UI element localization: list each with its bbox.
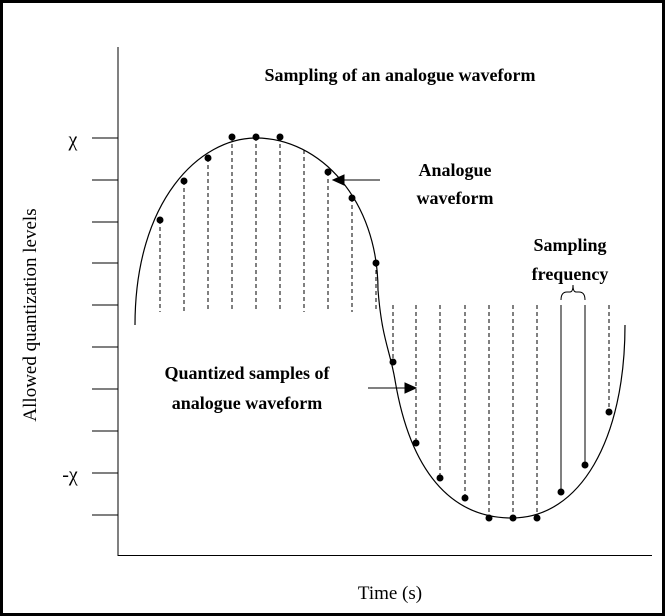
title: Sampling of an analogue waveform [264, 65, 535, 85]
samples [156, 133, 613, 522]
sample-dot [461, 494, 469, 502]
sample-dot [412, 439, 420, 447]
waveform [134, 137, 626, 519]
y-tick-label: χ [68, 129, 78, 151]
sample-dot [324, 168, 332, 176]
annotation: waveform [417, 188, 494, 208]
sample-dot [204, 154, 212, 162]
sample-dot [557, 488, 565, 496]
arrows [331, 174, 586, 394]
x-axis-label: Time (s) [358, 583, 422, 604]
sample-dot [533, 514, 541, 522]
sample-dot [372, 259, 380, 267]
sample-dot [276, 133, 284, 141]
sample-dot [436, 474, 444, 482]
sample-dot [485, 514, 493, 522]
annotation: Analogue [418, 160, 491, 180]
sample-dot [605, 408, 613, 416]
sample-dot [228, 133, 236, 141]
sample-dot [509, 514, 517, 522]
annotation: Quantized samples of [164, 363, 330, 383]
sample-dot [389, 358, 397, 366]
sample-dot [348, 194, 356, 202]
sample-dot [180, 177, 188, 185]
annotation: analogue waveform [172, 393, 322, 413]
annotation: Sampling [533, 235, 606, 255]
y-tick-label: -χ [62, 464, 78, 486]
y-axis-label: Allowed quantization levels [20, 208, 41, 421]
sample-dot [252, 133, 260, 141]
sample-dot [581, 461, 589, 469]
annotation: frequency [532, 264, 609, 284]
axes [92, 47, 652, 556]
sample-dot [156, 216, 164, 224]
